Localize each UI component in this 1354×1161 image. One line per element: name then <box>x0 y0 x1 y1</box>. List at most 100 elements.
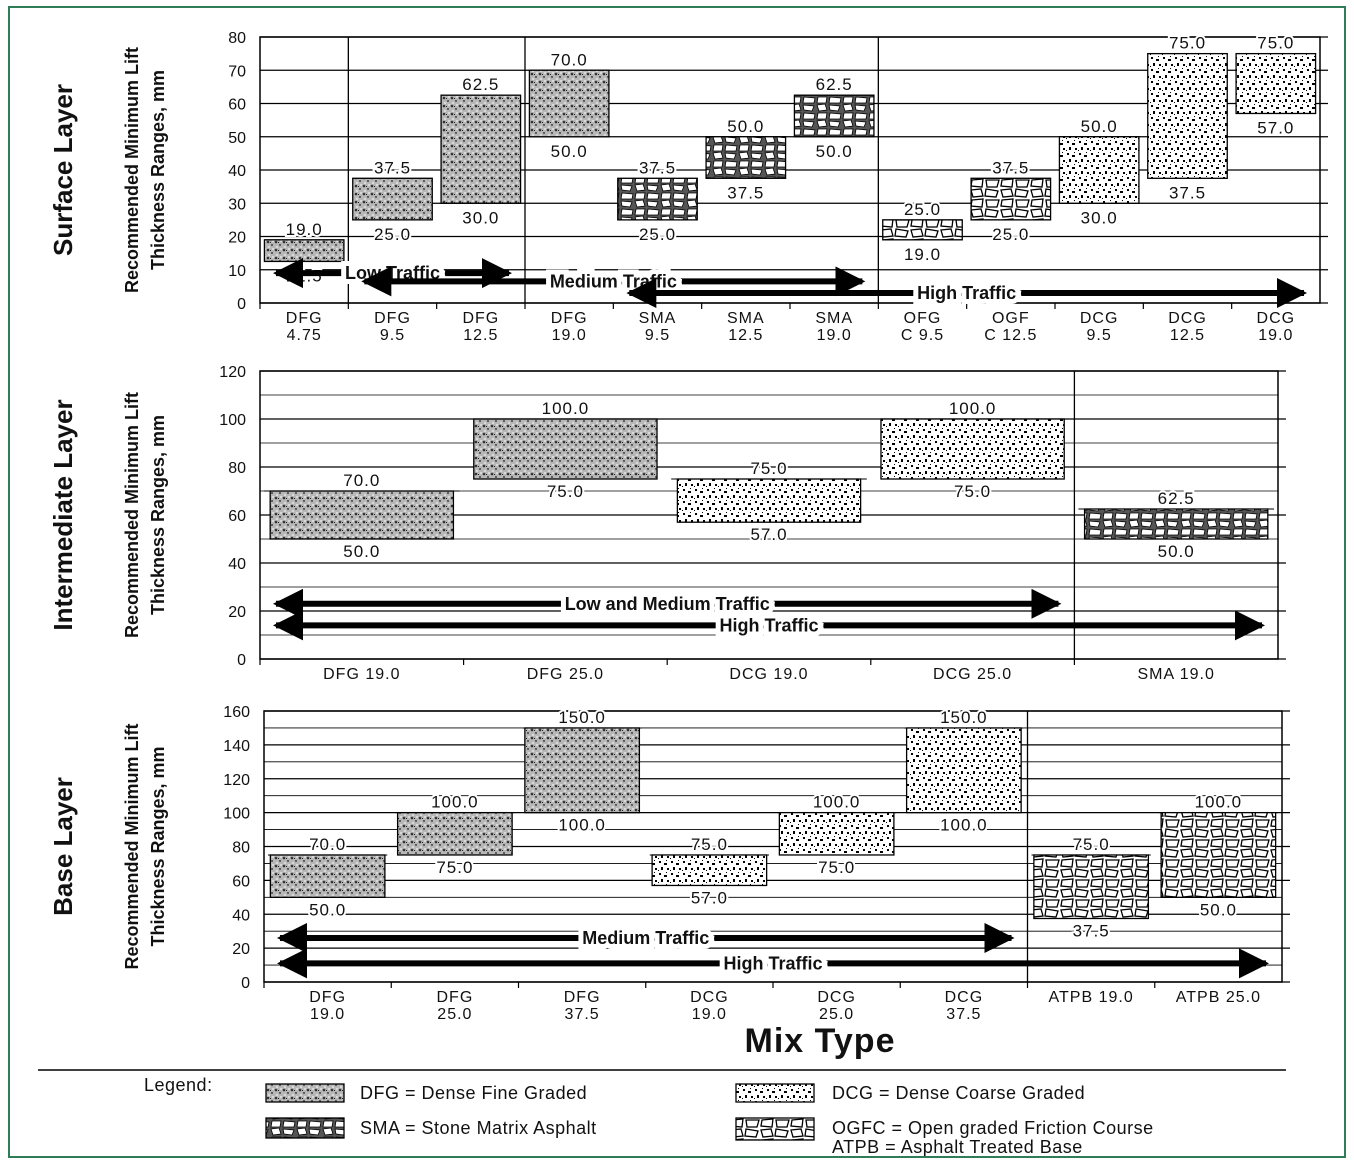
intermediate-layer-title: Intermediate Layer <box>48 399 78 630</box>
legend-dfg: DFG = Dense Fine Graded <box>360 1083 587 1103</box>
surface-bar-min-label: 25.0 <box>374 225 411 244</box>
base-bar-min-label: 50.0 <box>309 900 346 919</box>
surface-category-label-2: 12.5 <box>728 327 763 344</box>
base-bar-max-label: 100.0 <box>431 793 479 812</box>
intermediate-y-tick: 20 <box>228 604 246 621</box>
base-bar <box>269 854 386 898</box>
base-traffic-label: Medium Traffic <box>582 928 709 948</box>
base-bar <box>1160 811 1277 898</box>
surface-category-label: DFG <box>374 310 411 327</box>
legend-swatch-dfg <box>265 1083 345 1103</box>
base-bar-max-label: 150.0 <box>558 708 606 727</box>
base-bar-min-label: 100.0 <box>940 816 988 835</box>
intermediate-bar-min-label: 75.0 <box>954 482 991 501</box>
surface-category-label-2: 19.0 <box>1258 327 1293 344</box>
surface-category-label: OGF <box>992 310 1030 327</box>
base-bar-min-label: 57.0 <box>691 888 728 907</box>
surface-y-tick: 80 <box>228 30 246 47</box>
surface-bar-max-label: 70.0 <box>551 50 588 69</box>
base-panel: 020406080100120140160DFG19.0DFG25.0DFG37… <box>48 704 1290 1023</box>
intermediate-bar-min-label: 50.0 <box>1158 542 1195 561</box>
surface-bar-max-label: 62.5 <box>816 75 853 94</box>
base-y-tick: 160 <box>223 704 250 721</box>
intermediate-bar <box>473 418 658 480</box>
surface-bar-max-label: 62.5 <box>462 75 499 94</box>
base-category-label: DCG <box>690 989 729 1006</box>
surface-bar-min-label: 25.0 <box>992 225 1029 244</box>
chart-frame: 0 10 20 30 40 50 60 70 80 DFG 4.75 DFG 9.5 DFG 12.5 DFG… <box>8 6 1346 1158</box>
base-y-tick: 20 <box>232 941 250 958</box>
intermediate-bar-max-label: 70.0 <box>343 471 380 490</box>
surface-bar-min-label: 25.0 <box>639 225 676 244</box>
surface-bar-min-label: 50.0 <box>551 142 588 161</box>
legend-atpb: ATPB = Asphalt Treated Base <box>832 1137 1083 1156</box>
surface-category-label-2: 9.5 <box>645 327 670 344</box>
base-y-tick: 40 <box>232 907 250 924</box>
base-category-label: ATPB 25.0 <box>1176 989 1261 1006</box>
base-y-tick: 120 <box>223 772 250 789</box>
intermediate-category-label: SMA 19.0 <box>1138 666 1215 683</box>
surface-bar-max-label: 25.0 <box>904 200 941 219</box>
base-bar-max-label: 70.0 <box>309 835 346 854</box>
base-y-tick: 0 <box>241 975 250 992</box>
base-bar <box>396 811 513 856</box>
base-y-tick: 140 <box>223 738 250 755</box>
legend: Legend: DFG = Dense Fine Graded DCG = De… <box>144 1075 1153 1157</box>
base-y-tick: 100 <box>223 806 250 823</box>
surface-y-tick: 40 <box>228 163 246 180</box>
intermediate-category-label: DFG 25.0 <box>527 666 604 683</box>
surface-bar <box>440 94 522 204</box>
intermediate-bar-min-label: 50.0 <box>343 542 380 561</box>
base-category-label-2: 25.0 <box>437 1006 472 1023</box>
surface-bar <box>882 219 963 241</box>
legend-swatch-dcg <box>735 1083 815 1103</box>
intermediate-bar <box>676 478 862 523</box>
base-category-label-2: 37.5 <box>565 1006 600 1023</box>
intermediate-y-tick: 120 <box>219 364 246 381</box>
x-axis-title: Mix Type <box>745 1022 896 1060</box>
surface-bar-max-label: 75.0 <box>1257 34 1294 53</box>
intermediate-y-axis-title: Recommended Minimum Lift <box>122 392 142 638</box>
intermediate-category-label: DCG 19.0 <box>729 666 808 683</box>
surface-category-label: OFG <box>904 310 942 327</box>
surface-bar-max-label: 37.5 <box>992 158 1029 177</box>
surface-bar <box>705 136 787 179</box>
surface-category-label: DCG <box>1080 310 1119 327</box>
base-category-label: DCG <box>945 989 984 1006</box>
surface-bar-min-label: 37.5 <box>727 183 764 202</box>
lift-thickness-chart: 01020304050607080DFG4.75DFG9.5DFG12.5DFG… <box>38 30 1328 1157</box>
intermediate-bar <box>269 490 455 540</box>
base-traffic-label: High Traffic <box>723 953 822 973</box>
base-category-label-2: 25.0 <box>819 1006 854 1023</box>
surface-y-tick: 0 <box>237 296 246 313</box>
base-bar <box>905 727 1022 814</box>
base-category-label: ATPB 19.0 <box>1049 989 1134 1006</box>
base-bar <box>1033 854 1150 920</box>
surface-bar-min-label: 50.0 <box>816 142 853 161</box>
surface-bar <box>793 94 875 138</box>
base-bar <box>778 811 895 856</box>
intermediate-traffic-label: Low and Medium Traffic <box>565 594 770 614</box>
base-y-tick: 80 <box>232 840 250 857</box>
intermediate-y-tick: 100 <box>219 412 246 429</box>
surface-bar <box>352 177 433 221</box>
base-bar-min-label: 75.0 <box>436 858 473 877</box>
surface-category-label-2: C 12.5 <box>984 327 1037 344</box>
base-category-label-2: 19.0 <box>692 1006 727 1023</box>
surface-y-tick: 20 <box>228 230 246 247</box>
legend-sma: SMA = Stone Matrix Asphalt <box>360 1118 597 1138</box>
surface-category-label: DFG <box>286 310 323 327</box>
surface-category-label: DCG <box>1168 310 1207 327</box>
surface-layer-title: Surface Layer <box>48 84 78 256</box>
intermediate-traffic-label: High Traffic <box>719 615 818 635</box>
surface-bar <box>617 177 698 221</box>
surface-bar-min-label: 37.5 <box>1169 183 1206 202</box>
surface-bar-min-label: 57.0 <box>1257 118 1294 137</box>
intermediate-bar-max-label: 100.0 <box>949 399 997 418</box>
intermediate-y-tick: 40 <box>228 556 246 573</box>
surface-bar-max-label: 50.0 <box>727 117 764 136</box>
legend-swatch-sma <box>265 1117 345 1139</box>
base-bar <box>524 727 641 814</box>
surface-category-label-2: 9.5 <box>1087 327 1112 344</box>
base-category-label: DCG <box>817 989 856 1006</box>
